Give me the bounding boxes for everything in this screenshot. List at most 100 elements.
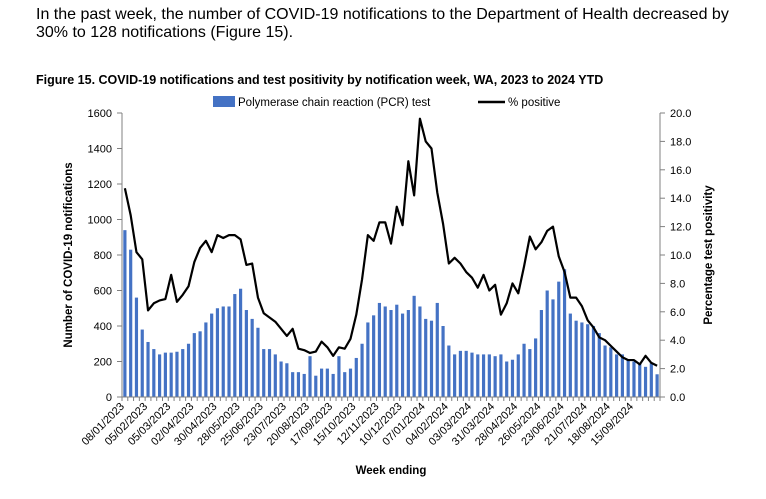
pcr-bar: [140, 329, 144, 397]
pcr-bar: [499, 354, 503, 397]
intro-paragraph: In the past week, the number of COVID-19…: [36, 6, 729, 41]
pcr-bar: [424, 318, 428, 397]
pcr-bar: [539, 310, 543, 397]
pcr-bar: [418, 306, 422, 397]
right-axis-title: Percentage test positivity: [703, 185, 715, 325]
right-tick-label: 10.0: [670, 250, 691, 262]
pcr-bar: [429, 320, 434, 397]
pcr-bar: [163, 352, 167, 398]
pcr-bar: [158, 354, 162, 397]
pcr-bar: [562, 269, 567, 397]
pcr-bar: [262, 349, 266, 397]
legend-pcr-label: Polymerase chain reaction (PCR) test: [238, 97, 431, 109]
pcr-bar: [192, 333, 196, 397]
right-tick-label: 4.0: [670, 335, 685, 347]
right-tick-label: 2.0: [670, 364, 685, 376]
right-tick-label: 20.0: [670, 108, 691, 120]
right-tick-label: 6.0: [670, 307, 685, 319]
pcr-bar: [279, 361, 283, 397]
pcr-bar: [470, 352, 474, 398]
pcr-bar: [146, 341, 150, 397]
right-tick-label: 0.0: [670, 392, 685, 404]
pcr-bar: [574, 320, 578, 397]
pcr-bar: [227, 306, 231, 397]
legend-positive-label: % positive: [508, 97, 560, 109]
pcr-bar: [458, 350, 463, 397]
figure-title: Figure 15. COVID-19 notifications and te…: [36, 73, 604, 87]
left-tick-label: 800: [94, 250, 112, 262]
pcr-bar: [233, 294, 237, 397]
pcr-bar: [649, 363, 653, 397]
pcr-bar: [186, 343, 191, 397]
pcr-bar: [250, 318, 254, 397]
pcr-bar: [586, 324, 590, 397]
pcr-bar: [626, 359, 630, 397]
pcr-bar: [395, 304, 399, 397]
left-tick-label: 1000: [88, 215, 112, 227]
positivity-line: [123, 117, 658, 367]
pcr-bar: [464, 350, 468, 397]
pcr-bar: [221, 306, 225, 397]
left-tick-label: 1400: [88, 144, 112, 156]
right-tick-label: 8.0: [670, 278, 685, 290]
pcr-bar: [591, 326, 596, 397]
pcr-bar: [510, 359, 515, 397]
pcr-bar: [615, 354, 619, 397]
pcr-bar: [267, 349, 272, 397]
pcr-bar: [175, 351, 179, 397]
pcr-bar: [215, 308, 220, 397]
pcr-bar: [545, 290, 549, 397]
pcr-bar: [453, 354, 457, 397]
left-tick-label: 200: [94, 357, 112, 369]
pcr-bar: [210, 313, 214, 397]
pcr-bar: [435, 302, 439, 397]
pcr-bar: [655, 374, 659, 397]
right-tick-label: 14.0: [670, 193, 691, 205]
pcr-bar: [441, 326, 445, 397]
pcr-bar: [638, 363, 642, 397]
pcr-bar: [129, 249, 133, 397]
pcr-bar: [331, 373, 335, 397]
pcr-bar: [609, 347, 613, 397]
pcr-bar: [522, 343, 526, 397]
pcr-bar: [366, 322, 370, 397]
pcr-bar: [302, 373, 306, 397]
left-axis-title: Number of COVID-19 notifications: [63, 162, 75, 347]
pcr-bar: [285, 363, 289, 397]
pcr-bar: [603, 345, 607, 397]
pcr-bar: [152, 349, 156, 397]
pcr-bar: [239, 288, 243, 397]
pcr-bar: [360, 343, 364, 397]
pcr-bar: [505, 361, 509, 397]
pcr-bar: [493, 356, 497, 397]
pcr-bar: [325, 368, 329, 397]
pcr-bar: [412, 295, 416, 397]
pcr-bar: [181, 349, 185, 397]
pcr-bar: [319, 368, 324, 397]
pcr-bar: [291, 372, 295, 397]
pcr-bar: [400, 313, 405, 397]
pcr-bar: [314, 375, 318, 397]
left-tick-label: 1600: [88, 108, 112, 120]
pcr-bar: [348, 368, 353, 397]
pcr-bar: [372, 315, 376, 397]
pcr-bar: [296, 372, 301, 397]
pcr-bar: [354, 357, 358, 397]
pcr-bar: [377, 302, 382, 397]
pcr-bar: [557, 281, 561, 398]
pcr-bar: [551, 299, 555, 398]
left-tick-label: 600: [94, 286, 112, 298]
pcr-bar: [134, 297, 139, 397]
pcr-bar: [620, 354, 624, 397]
right-tick-label: 12.0: [670, 222, 691, 234]
pcr-bar: [204, 322, 208, 397]
pcr-bar: [123, 230, 127, 397]
pcr-bar: [568, 313, 572, 397]
pcr-bar: [244, 310, 248, 397]
left-tick-label: 0: [106, 392, 112, 404]
pcr-bar: [597, 333, 601, 397]
pcr-bar: [643, 366, 648, 397]
pcr-bar: [198, 331, 202, 397]
pcr-bar: [487, 354, 491, 397]
